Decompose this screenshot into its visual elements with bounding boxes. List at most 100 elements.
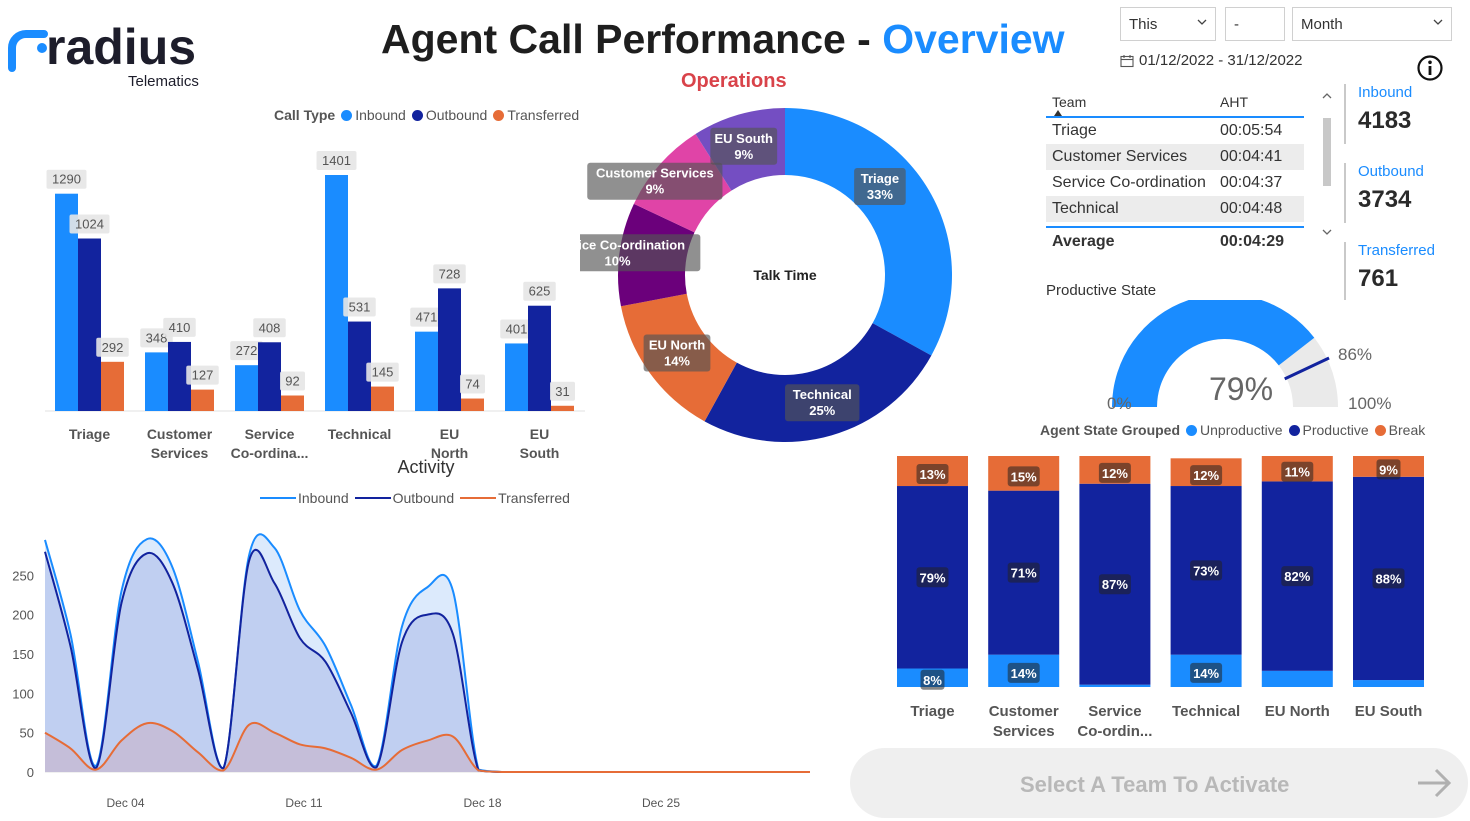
logo: radius Telematics	[6, 18, 226, 98]
kpi-outbound: Outbound 3734	[1344, 163, 1424, 223]
data-label-bg	[69, 214, 110, 234]
table-row[interactable]: Customer Services 00:04:41	[1046, 144, 1304, 170]
legend-item-outbound[interactable]: Outbound	[354, 490, 454, 506]
scroll-down-icon[interactable]	[1320, 226, 1334, 238]
period-relative-value: This	[1129, 16, 1158, 33]
donut-label-bg	[643, 334, 711, 372]
x-tick-label: South	[520, 445, 560, 461]
line-transferred	[44, 721, 810, 773]
gauge-title: Productive State	[1046, 282, 1157, 299]
stack-label-bg	[1190, 560, 1223, 581]
data-label: 145	[372, 365, 394, 380]
data-label-bg	[96, 337, 129, 357]
data-label: 292	[102, 340, 124, 355]
donut-label-name: Technical	[793, 387, 852, 402]
date-range-text: 01/12/2022 - 31/12/2022	[1139, 52, 1303, 69]
x-tick-label: EU South	[1355, 703, 1423, 720]
y-tick-label: 200	[12, 608, 34, 623]
legend-item-break[interactable]: Break	[1374, 422, 1425, 438]
info-icon[interactable]	[1416, 54, 1444, 82]
donut-label-value: 33%	[867, 187, 893, 202]
bar-transferred	[551, 405, 574, 411]
period-relative-dropdown[interactable]: This	[1120, 7, 1216, 41]
bar-legend-title: Call Type	[274, 107, 336, 123]
data-label-bg	[253, 318, 286, 338]
donut-slice-triage	[785, 108, 952, 356]
legend-item-transferred[interactable]: Transferred	[493, 107, 579, 123]
period-unit-dropdown[interactable]: Month	[1292, 7, 1452, 41]
arrow-right-icon	[1418, 768, 1452, 798]
donut-label-value: 10%	[605, 253, 631, 268]
scroll-up-icon[interactable]	[1320, 90, 1334, 102]
x-axis-title: Activity	[397, 457, 454, 477]
bar-inbound	[145, 352, 168, 411]
legend-item-transferred[interactable]: Transferred	[460, 490, 570, 506]
stack-label-bg	[920, 669, 945, 690]
select-team-button[interactable]: Select A Team To Activate	[850, 748, 1468, 818]
stack-legend: Agent State Grouped Unproductive Product…	[1040, 422, 1425, 438]
table-scrollbar[interactable]	[1320, 90, 1334, 240]
donut-label-bg	[710, 127, 778, 165]
bar-legend: Call Type Inbound Outbound Transferred	[274, 107, 585, 123]
stack-data-label: 11%	[1285, 465, 1311, 480]
data-label: 410	[169, 320, 191, 335]
period-unit-value: Month	[1301, 16, 1343, 33]
x-tick-label: Technical	[1172, 703, 1240, 720]
donut-label-name: Service Co-ordination	[580, 237, 685, 252]
data-label-bg	[410, 307, 443, 327]
gauge-value-arc	[1112, 300, 1315, 407]
legend-item-productive[interactable]: Productive	[1288, 422, 1369, 438]
data-label-bg	[186, 365, 219, 385]
legend-item-inbound[interactable]: Inbound	[341, 107, 406, 123]
table-row[interactable]: Service Co-ordination 00:04:37	[1052, 174, 1283, 191]
stack-segment-unproductive	[1261, 670, 1333, 687]
x-tick-label: EU	[440, 426, 459, 442]
stack-label-bg	[1281, 461, 1314, 482]
data-label: 531	[349, 300, 371, 315]
select-team-label: Select A Team To Activate	[1020, 772, 1290, 797]
donut-label-bg	[587, 162, 723, 200]
gauge-max-label: 100%	[1348, 394, 1391, 413]
bar-inbound	[235, 365, 258, 411]
data-label: 127	[192, 368, 214, 383]
line-legend: Inbound Outbound Transferred	[260, 490, 576, 506]
stack-data-label: 12%	[1102, 466, 1128, 481]
column-header-team[interactable]: Team	[1052, 94, 1087, 110]
table-row[interactable]: Triage 00:05:54	[1052, 122, 1283, 139]
x-tick-label: North	[431, 445, 468, 461]
stack-data-label: 73%	[1193, 563, 1219, 578]
data-label: 728	[439, 266, 461, 281]
gauge-min-label: 0%	[1107, 394, 1132, 413]
legend-item-inbound[interactable]: Inbound	[260, 490, 349, 506]
column-header-aht[interactable]: AHT	[1220, 94, 1248, 110]
donut-label-value: 14%	[664, 353, 690, 368]
legend-item-outbound[interactable]: Outbound	[411, 107, 487, 123]
stack-label-bg	[1190, 662, 1223, 683]
scrollbar-thumb[interactable]	[1323, 118, 1331, 186]
aht-table: Team AHT Triage 00:05:54 Customer Service…	[1046, 88, 1304, 256]
stack-legend-title: Agent State Grouped	[1040, 422, 1181, 438]
stack-data-label: 88%	[1375, 571, 1401, 586]
page-title-main: Agent Call Performance -	[381, 16, 883, 62]
period-number-input[interactable]: -	[1225, 7, 1285, 41]
bar-outbound	[528, 305, 551, 411]
data-label-bg	[550, 381, 575, 401]
data-label: 1290	[52, 172, 81, 187]
table-row[interactable]: Technical 00:04:48	[1046, 196, 1304, 222]
page-title-accent: Overview	[882, 16, 1065, 62]
gauge-value-label: 79%	[1209, 371, 1273, 407]
bar-inbound	[325, 175, 348, 411]
data-label-bg	[230, 341, 263, 361]
chevron-down-icon	[1433, 19, 1443, 25]
data-label: 74	[465, 377, 479, 392]
stack-label-bg	[1190, 465, 1223, 486]
legend-item-unproductive[interactable]: Unproductive	[1186, 422, 1283, 438]
donut-center-label: Talk Time	[753, 267, 817, 283]
bar-outbound	[258, 342, 281, 411]
data-label-bg	[366, 362, 399, 382]
stack-data-label: 87%	[1102, 577, 1128, 592]
stack-label-bg	[1376, 459, 1401, 480]
x-tick-label: EU	[530, 426, 549, 442]
x-tick-label: Service	[1088, 703, 1141, 720]
